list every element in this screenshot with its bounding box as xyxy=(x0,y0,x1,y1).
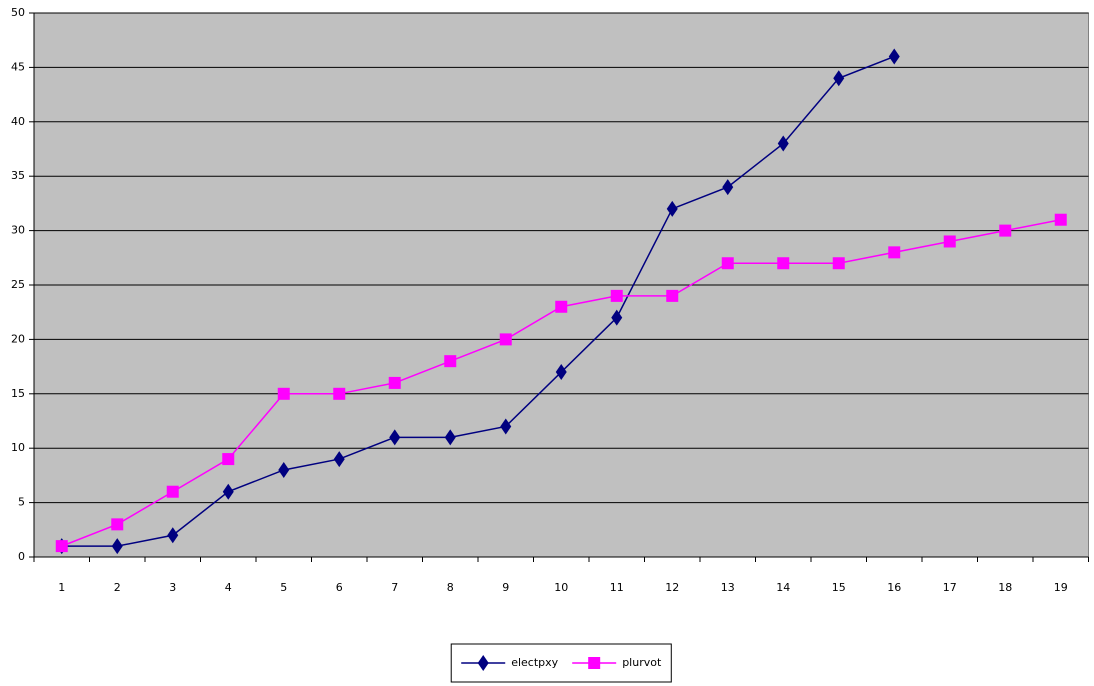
y-tick-label: 0 xyxy=(18,550,25,563)
marker-square xyxy=(444,355,457,368)
marker-square xyxy=(333,387,346,400)
marker-square xyxy=(277,387,290,400)
x-tick-label: 1 xyxy=(58,581,65,594)
x-tick-label: 12 xyxy=(665,581,679,594)
marker-square xyxy=(222,453,235,466)
marker-square xyxy=(610,289,623,302)
marker-diamond xyxy=(222,483,234,500)
marker-diamond xyxy=(666,200,678,217)
x-tick-label: 11 xyxy=(610,581,624,594)
marker-square xyxy=(999,224,1012,237)
legend-label: plurvot xyxy=(622,656,662,669)
x-tick-label: 13 xyxy=(721,581,735,594)
marker-diamond xyxy=(611,309,623,326)
y-tick-label: 15 xyxy=(11,387,25,400)
marker-diamond xyxy=(389,429,401,446)
marker-square xyxy=(55,540,68,553)
x-tick-label: 10 xyxy=(554,581,568,594)
x-tick-label: 14 xyxy=(776,581,790,594)
x-tick-label: 19 xyxy=(1054,581,1068,594)
marker-diamond xyxy=(500,418,512,435)
x-tick-label: 17 xyxy=(943,581,957,594)
x-tick-label: 18 xyxy=(998,581,1012,594)
marker-square xyxy=(721,257,734,270)
marker-diamond xyxy=(167,527,179,544)
marker-square xyxy=(499,333,512,346)
x-tick-label: 7 xyxy=(391,581,398,594)
x-tick-label: 3 xyxy=(169,581,176,594)
marker-square xyxy=(943,235,956,248)
series-line xyxy=(61,55,895,547)
marker-diamond xyxy=(333,451,345,468)
y-tick-label: 30 xyxy=(11,224,25,237)
marker-square xyxy=(388,376,401,389)
x-tick-label: 4 xyxy=(225,581,232,594)
marker-square xyxy=(777,257,790,270)
x-tick-label: 2 xyxy=(114,581,121,594)
legend: electpxy plurvot xyxy=(450,643,672,683)
legend-label: electpxy xyxy=(511,656,558,669)
x-tick-label: 15 xyxy=(832,581,846,594)
x-tick-label: 9 xyxy=(502,581,509,594)
y-tick-label: 45 xyxy=(11,60,25,73)
y-tick-label: 25 xyxy=(11,278,25,291)
x-tick-label: 16 xyxy=(887,581,901,594)
x-tick-label: 5 xyxy=(280,581,287,594)
x-tick-label: 8 xyxy=(447,581,454,594)
marker-square xyxy=(166,485,179,498)
marker-diamond xyxy=(477,655,489,671)
marker-square xyxy=(666,289,679,302)
y-tick-label: 5 xyxy=(18,496,25,509)
marker-diamond xyxy=(555,364,567,381)
marker-square xyxy=(588,657,601,669)
y-tick-label: 20 xyxy=(11,332,25,345)
marker-square xyxy=(832,257,845,270)
marker-square xyxy=(111,518,124,531)
y-tick-label: 50 xyxy=(11,6,25,19)
marker-diamond xyxy=(833,70,845,87)
y-tick-label: 40 xyxy=(11,115,25,128)
marker-diamond xyxy=(777,135,789,152)
marker-diamond xyxy=(888,48,900,65)
y-tick-label: 35 xyxy=(11,169,25,182)
marker-diamond xyxy=(278,461,290,478)
marker-diamond xyxy=(722,179,734,196)
marker-square xyxy=(1054,213,1067,226)
marker-diamond xyxy=(444,429,456,446)
y-tick-label: 10 xyxy=(11,441,25,454)
marker-square xyxy=(888,246,901,259)
x-tick-label: 6 xyxy=(336,581,343,594)
marker-square xyxy=(555,300,568,313)
marker-diamond xyxy=(111,538,123,555)
